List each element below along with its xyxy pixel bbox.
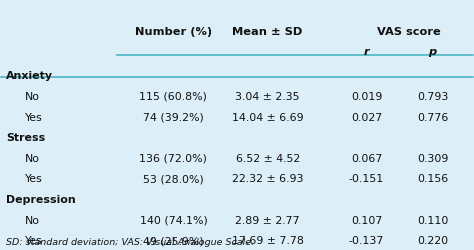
Text: 0.309: 0.309 [417,153,448,163]
Text: Yes: Yes [25,112,43,122]
Text: 3.04 ± 2.35: 3.04 ± 2.35 [236,92,300,102]
Text: Number (%): Number (%) [135,27,212,37]
Text: 0.220: 0.220 [417,235,448,245]
Text: Yes: Yes [25,174,43,184]
Text: 14.04 ± 6.69: 14.04 ± 6.69 [232,112,303,122]
Text: Anxiety: Anxiety [6,71,53,81]
Text: Mean ± SD: Mean ± SD [232,27,303,37]
Text: 22.32 ± 6.93: 22.32 ± 6.93 [232,174,303,184]
Text: 0.027: 0.027 [351,112,382,122]
Text: 0.776: 0.776 [417,112,448,122]
Text: 17.69 ± 7.78: 17.69 ± 7.78 [232,235,303,245]
Text: Stress: Stress [6,132,46,142]
Text: -0.151: -0.151 [349,174,384,184]
Text: 0.156: 0.156 [417,174,448,184]
Text: 0.067: 0.067 [351,153,382,163]
Text: 49 (25.9%): 49 (25.9%) [143,235,204,245]
Text: No: No [25,215,40,225]
Text: r: r [364,47,369,57]
Text: SD: standard deviation; VAS: Visual Analogue Scale.: SD: standard deviation; VAS: Visual Anal… [6,237,254,246]
Text: 115 (60.8%): 115 (60.8%) [139,92,207,102]
Text: 0.019: 0.019 [351,92,382,102]
Text: 0.107: 0.107 [351,215,382,225]
Text: Yes: Yes [25,235,43,245]
Text: 0.793: 0.793 [417,92,448,102]
Text: 74 (39.2%): 74 (39.2%) [143,112,204,122]
Text: 2.89 ± 2.77: 2.89 ± 2.77 [235,215,300,225]
Text: No: No [25,92,40,102]
Text: VAS score: VAS score [377,27,441,37]
Text: 6.52 ± 4.52: 6.52 ± 4.52 [236,153,300,163]
Text: p: p [428,47,437,57]
Text: 0.110: 0.110 [417,215,448,225]
Text: 140 (74.1%): 140 (74.1%) [139,215,207,225]
Text: No: No [25,153,40,163]
Text: 136 (72.0%): 136 (72.0%) [139,153,207,163]
Text: -0.137: -0.137 [349,235,384,245]
Text: Depression: Depression [6,194,76,204]
Text: 53 (28.0%): 53 (28.0%) [143,174,204,184]
